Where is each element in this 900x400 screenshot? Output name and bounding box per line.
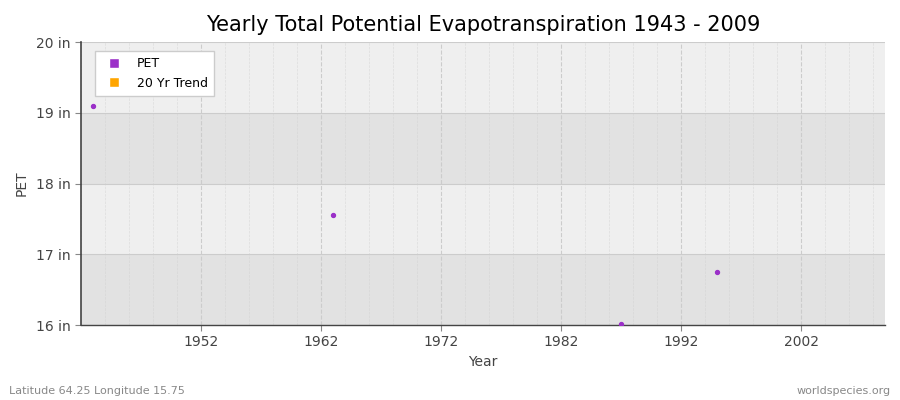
Text: Latitude 64.25 Longitude 15.75: Latitude 64.25 Longitude 15.75 [9,386,184,396]
Bar [81,184,885,254]
Point [86,102,100,109]
Legend: PET, 20 Yr Trend: PET, 20 Yr Trend [95,51,214,96]
Point [326,212,340,218]
Bar [81,42,885,113]
Y-axis label: PET: PET [15,171,29,196]
Point [710,269,724,275]
Title: Yearly Total Potential Evapotranspiration 1943 - 2009: Yearly Total Potential Evapotranspiratio… [206,15,760,35]
Point [614,320,628,327]
Bar [81,254,885,325]
Text: worldspecies.org: worldspecies.org [796,386,891,396]
X-axis label: Year: Year [468,355,498,369]
Bar [81,113,885,184]
